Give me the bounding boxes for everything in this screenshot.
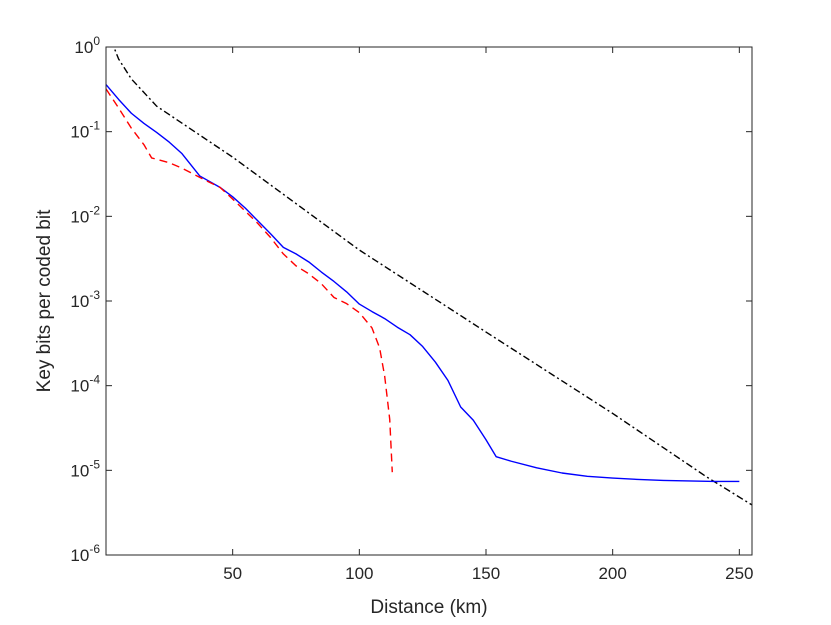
y-tick-label: 100: [74, 34, 100, 57]
y-tick-label: 10-4: [70, 373, 100, 396]
x-tick-label: 100: [345, 564, 373, 583]
y-tick-label: 10-2: [70, 203, 100, 226]
plot-frame: [105, 46, 753, 556]
x-tick-label: 50: [223, 564, 242, 583]
x-tick-label: 250: [725, 564, 753, 583]
y-axis-label: Key bits per coded bit: [34, 209, 55, 392]
y-tick-label: 10-1: [70, 119, 100, 142]
x-tick-label: 150: [472, 564, 500, 583]
plot-area: [106, 47, 752, 555]
series-line-1-dashdot: [113, 47, 752, 506]
series-line-3-dashed: [106, 88, 393, 473]
x-tick-label: 200: [598, 564, 626, 583]
series-line-2-solid: [106, 84, 740, 483]
x-axis-label: Distance (km): [370, 597, 487, 618]
y-tick-label: 10-5: [70, 457, 100, 480]
series-layer: [106, 47, 752, 506]
y-tick-label: 10-6: [70, 542, 100, 565]
y-tick-label: 10-3: [70, 288, 100, 311]
